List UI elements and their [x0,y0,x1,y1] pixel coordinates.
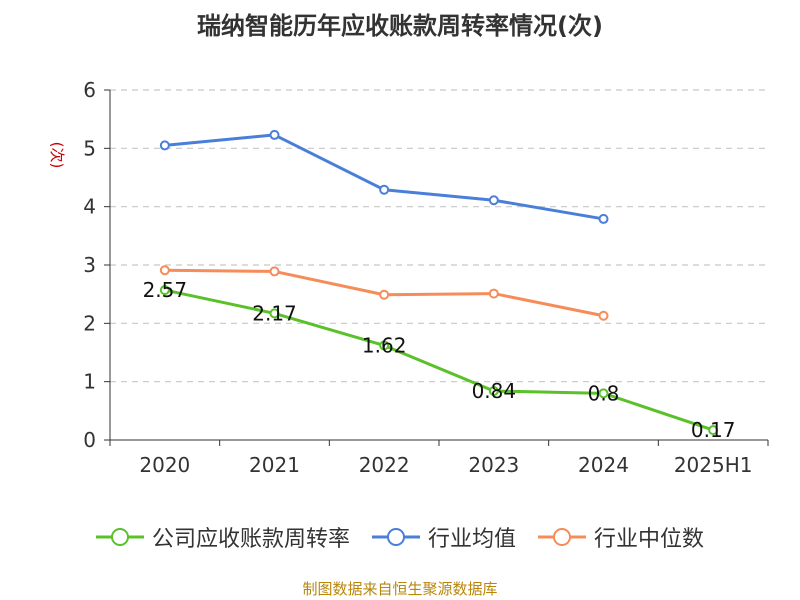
data-label: 0.8 [588,381,620,405]
legend-line-icon [371,528,420,546]
legend-item[interactable]: 公司应收账款周转率 [95,521,350,553]
data-label: 0.84 [472,379,517,403]
data-point [598,388,609,399]
chart-title: 瑞纳智能历年应收账款周转率情况(次) [197,12,603,40]
x-tick-label: 2025H1 [674,453,753,477]
legend-label: 公司应收账款周转率 [151,527,350,552]
data-point [159,265,170,276]
legend-label: 行业中位数 [594,527,705,552]
legend-item[interactable]: 行业均值 [371,521,516,553]
y-tick-label: 4 [83,195,96,219]
chart-legend: 公司应收账款周转率 行业均值 行业中位数 [0,520,800,554]
data-point [488,386,499,396]
series-line [164,133,604,221]
data-point [379,289,390,300]
x-tick-label: 2021 [249,453,300,477]
data-point [379,184,390,195]
series-line [164,288,714,432]
data-point [159,140,170,151]
data-label: 1.62 [362,334,407,358]
data-point [379,340,390,351]
data-label: 2.57 [143,278,188,302]
y-tick-label: 6 [83,78,96,102]
y-tick-label: 3 [83,253,96,277]
y-tick-label: 2 [83,311,96,335]
data-point [269,308,280,319]
series-lines [159,129,719,436]
grid-lines [110,89,768,383]
x-tick-label: 2022 [359,453,410,477]
legend-line-icon [538,528,586,546]
data-point [598,213,609,224]
data-point [598,310,609,321]
legend-label: 行业均值 [427,527,516,552]
y-tick-label: 0 [83,428,96,452]
data-point [269,129,280,140]
data-label: 0.17 [691,418,736,442]
x-tick-label: 2024 [578,453,629,477]
y-tick-label: 1 [83,370,96,394]
legend-item[interactable]: 行业中位数 [538,521,704,553]
x-tick-label: 2020 [139,453,190,477]
x-tick-label: 2023 [468,453,519,477]
source-note: 制图数据来自恒生聚源数据库 [302,580,498,598]
y-tick-label: 5 [83,136,96,160]
data-label: 2.17 [252,301,297,325]
data-point [488,288,499,299]
data-point [159,285,170,296]
axes: 0 1 2 3 4 5 6 2020 2021 2022 2023 2024 2025H1 [83,78,769,477]
data-point [269,266,280,277]
y-axis-label: (次) [48,142,66,169]
data-point [488,195,499,206]
data-labels: 2.57 2.17 1.62 0.84 0.8 0.17 [143,278,736,442]
data-point [708,425,719,436]
legend-line-icon [95,528,144,546]
